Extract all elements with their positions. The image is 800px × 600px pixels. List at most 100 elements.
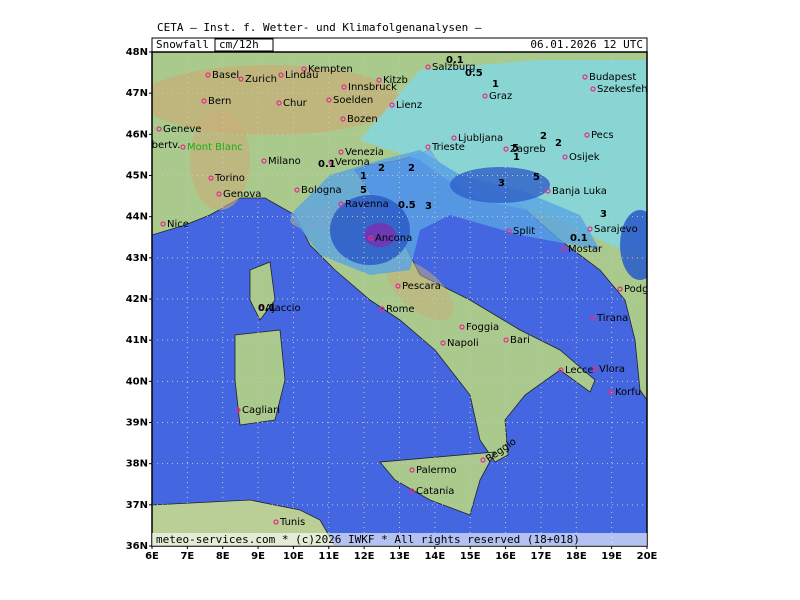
lat-label: 37N bbox=[126, 500, 148, 511]
city-dot bbox=[216, 191, 222, 197]
contour-label: 0.5 bbox=[398, 200, 416, 211]
snow-light bbox=[360, 60, 647, 260]
contour-label: 3 bbox=[498, 178, 505, 189]
city-label: Catania bbox=[416, 486, 454, 497]
city-label: Bologna bbox=[301, 185, 342, 196]
city-dot bbox=[503, 337, 509, 343]
city-label: Albertv. bbox=[142, 140, 180, 151]
field-name: Snowfall bbox=[156, 38, 209, 51]
city-dot bbox=[273, 519, 279, 525]
city-dot bbox=[160, 221, 166, 227]
lon-label: 11E bbox=[318, 551, 339, 562]
snow-heavy bbox=[450, 167, 550, 203]
city-label: Kempten bbox=[308, 64, 353, 75]
city-label: Pecs bbox=[591, 130, 614, 141]
contour-label: 5 bbox=[533, 172, 540, 183]
city-dot bbox=[584, 132, 590, 138]
city-label: Bozen bbox=[347, 114, 378, 125]
city-label: Sarajevo bbox=[594, 224, 638, 235]
city-dot bbox=[338, 201, 344, 207]
lon-label: 18E bbox=[566, 551, 587, 562]
city-dot bbox=[201, 98, 207, 104]
city-label: Lienz bbox=[396, 100, 422, 111]
lon-label: 20E bbox=[637, 551, 658, 562]
city-dot bbox=[136, 143, 140, 147]
city-label: Banja Luka bbox=[552, 186, 607, 197]
lon-label: 13E bbox=[389, 551, 410, 562]
city-label: Mont Blanc bbox=[187, 142, 243, 153]
city-dot bbox=[561, 246, 567, 252]
city-dot bbox=[328, 159, 334, 165]
city-dot bbox=[590, 86, 596, 92]
city-label: Vlora bbox=[599, 364, 625, 375]
lat-label: 39N bbox=[126, 418, 148, 429]
lat-label: 40N bbox=[126, 376, 148, 387]
city-label: Korfu bbox=[615, 387, 641, 398]
city-label: Palermo bbox=[416, 465, 456, 476]
city-label: Graz bbox=[489, 91, 512, 102]
city-label: Verona bbox=[335, 157, 370, 168]
lat-label: 42N bbox=[126, 294, 148, 305]
contour-label: 5 bbox=[360, 185, 367, 196]
city-label: Basel bbox=[212, 70, 239, 81]
city-dot bbox=[258, 305, 264, 311]
city-label: Chur bbox=[283, 98, 308, 109]
city-label: Ravenna bbox=[345, 199, 389, 210]
contour-label: 0.1 bbox=[446, 55, 464, 66]
city-dot bbox=[278, 72, 284, 78]
city-dot bbox=[376, 77, 382, 83]
lon-label: 10E bbox=[283, 551, 304, 562]
apennine-relief bbox=[386, 260, 454, 320]
lon-label: 8E bbox=[216, 551, 230, 562]
unit-box bbox=[214, 38, 274, 52]
lat-label: 36N bbox=[126, 541, 148, 552]
city-dot bbox=[395, 283, 401, 289]
contour-label: 1 bbox=[360, 171, 367, 182]
city-dot bbox=[294, 187, 300, 193]
city-label: Venezia bbox=[345, 147, 384, 158]
city-dot bbox=[208, 175, 214, 181]
city-dot bbox=[368, 235, 374, 241]
city-label: Milano bbox=[268, 156, 301, 167]
city-dot bbox=[389, 102, 395, 108]
valid-time: 06.01.2026 12 UTC bbox=[530, 38, 643, 51]
city-dot bbox=[409, 467, 415, 473]
city-label: Bari bbox=[510, 335, 530, 346]
city-label: Trieste bbox=[431, 142, 465, 153]
city-dot bbox=[582, 74, 588, 80]
contour-label: 2 bbox=[540, 131, 547, 142]
snow-max bbox=[364, 223, 396, 247]
copyright: meteo-services.com * (c)2026 IWKF * All … bbox=[156, 533, 580, 546]
city-dot bbox=[340, 116, 346, 122]
city-label: Split bbox=[513, 226, 535, 237]
city-label: Podgorica bbox=[624, 284, 673, 295]
city-dot bbox=[425, 144, 431, 150]
city-dot bbox=[261, 158, 267, 164]
city-label: Tunis bbox=[279, 517, 305, 528]
city-label: Tirana bbox=[596, 313, 628, 324]
city-label: Budapest bbox=[589, 72, 636, 83]
alps-relief bbox=[190, 110, 250, 210]
city-dot bbox=[338, 149, 344, 155]
contour-label: 0.1 bbox=[318, 159, 336, 170]
city-dot bbox=[587, 226, 593, 232]
city-label: Torino bbox=[214, 173, 245, 184]
city-dot bbox=[562, 154, 568, 160]
header-title: CETA — Inst. f. Wetter- und Klimafolgena… bbox=[157, 21, 482, 34]
lat-label: 46N bbox=[126, 129, 148, 140]
city-label: Mostar bbox=[568, 244, 603, 255]
city-dot bbox=[326, 97, 332, 103]
lon-label: 15E bbox=[460, 551, 481, 562]
city-label: Nice bbox=[167, 219, 189, 230]
city-label: Kitzb bbox=[383, 75, 408, 86]
contour-label: 2 bbox=[408, 163, 415, 174]
lon-label: 9E bbox=[251, 551, 265, 562]
city-label: Lecce bbox=[565, 365, 594, 376]
lon-label: 17E bbox=[531, 551, 552, 562]
city-dot bbox=[341, 84, 347, 90]
contour-label: 1 bbox=[513, 152, 520, 163]
city-dot bbox=[409, 488, 415, 494]
city-dot bbox=[451, 135, 457, 141]
